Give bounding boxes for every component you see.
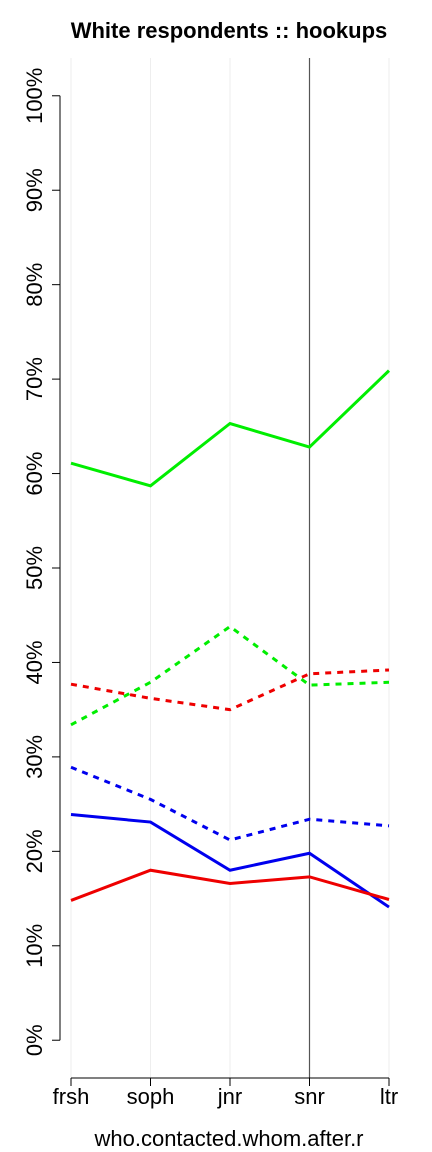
y-tick-label: 80% [22, 263, 47, 307]
series-line [70, 369, 391, 488]
series-line [70, 868, 390, 902]
y-tick-label: 40% [22, 640, 47, 684]
x-tick-label: jnr [217, 1084, 242, 1109]
y-tick-label: 90% [22, 168, 47, 212]
y-tick-label: 20% [22, 829, 47, 873]
x-tick-label: soph [127, 1084, 175, 1109]
y-tick-label: 0% [22, 1024, 47, 1056]
x-axis-title: who.contacted.whom.after.r [93, 1126, 363, 1151]
y-tick-label: 10% [22, 924, 47, 968]
series-line [70, 668, 390, 712]
series-line [70, 813, 390, 909]
series-line [70, 624, 390, 727]
x-tick-label: frsh [53, 1084, 90, 1109]
y-tick-label: 60% [22, 452, 47, 496]
y-tick-label: 100% [22, 68, 47, 124]
y-tick-label: 30% [22, 735, 47, 779]
x-tick-label: snr [294, 1084, 325, 1109]
y-tick-label: 50% [22, 546, 47, 590]
y-tick-label: 70% [22, 357, 47, 401]
chart-title: White respondents :: hookups [71, 18, 388, 43]
x-tick-label: ltr [380, 1084, 398, 1109]
